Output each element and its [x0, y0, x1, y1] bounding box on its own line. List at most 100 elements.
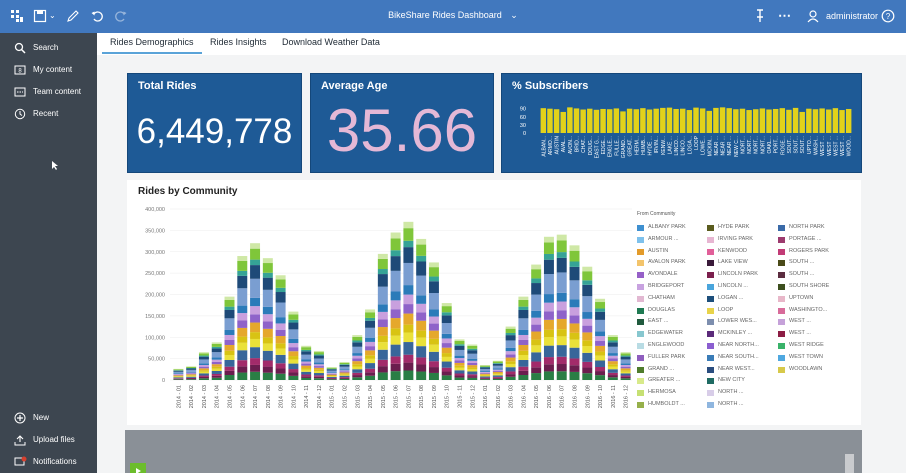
legend-label: WEST RIDGE	[789, 342, 824, 348]
bar-segment	[211, 352, 222, 358]
bar-segment	[198, 371, 209, 374]
kpi-average-age[interactable]: Average Age 35.66	[310, 73, 494, 173]
bar-segment	[301, 365, 312, 369]
bar-segment	[390, 238, 401, 251]
bar-segment	[224, 296, 235, 300]
nav-recent[interactable]: Recent	[0, 106, 97, 124]
rides-by-community-panel[interactable]: Rides by Community	[127, 180, 861, 425]
bar-segment	[531, 373, 542, 380]
bar-segment	[198, 378, 209, 380]
bar-segment	[416, 312, 427, 321]
bar-segment	[326, 369, 337, 371]
bar-segment	[365, 317, 376, 321]
bar-segment	[569, 365, 580, 372]
bar-segment	[543, 236, 554, 243]
svg-text:?: ?	[886, 12, 891, 21]
tab-rides-insights[interactable]: Rides Insights	[210, 37, 267, 47]
timeline-slider[interactable]	[125, 430, 862, 473]
bar-segment	[390, 363, 401, 372]
legend-label: IRVING PARK	[718, 235, 753, 242]
kpi-total-rides[interactable]: Total Rides 6,449,778	[127, 73, 302, 173]
bar-segment	[492, 361, 503, 364]
legend-swatch	[637, 307, 644, 314]
legend-swatch	[778, 284, 785, 290]
bar-segment	[480, 371, 491, 372]
help-icon[interactable]: ?	[881, 9, 895, 26]
bar-segment	[403, 294, 414, 305]
bar-segment	[582, 340, 593, 347]
bar-segment	[480, 378, 491, 380]
pin-icon[interactable]	[754, 9, 766, 26]
bar-segment	[505, 357, 516, 362]
bar-segment	[441, 371, 452, 376]
undo-icon[interactable]	[90, 9, 104, 26]
bar-segment	[288, 343, 299, 348]
bar-segment	[582, 346, 593, 353]
legend-label: WEST TOWN	[789, 353, 823, 360]
play-button[interactable]	[130, 463, 146, 473]
timeline-scrollbar[interactable]	[845, 454, 854, 473]
nav-my-content[interactable]: 8 My content	[0, 62, 97, 80]
dashboard-title[interactable]: BikeShare Rides Dashboard ⌄	[0, 10, 906, 21]
save-icon[interactable]	[33, 9, 47, 26]
nav-new[interactable]: New	[0, 410, 97, 428]
user-name[interactable]: administrator	[826, 11, 879, 21]
bar-segment	[288, 322, 299, 330]
more-options-icon[interactable]: ⋯	[778, 8, 791, 23]
bar-segment	[365, 372, 376, 376]
redo-icon[interactable]	[114, 9, 128, 26]
tab-rides-demographics[interactable]: Rides Demographics	[110, 37, 194, 47]
nav-upload-files[interactable]: Upload files	[0, 432, 97, 450]
legend-label: LOGAN ...	[718, 294, 744, 301]
bar-segment	[262, 263, 273, 273]
bar-segment	[556, 240, 567, 253]
x-tick-label: WEST ...	[833, 136, 839, 156]
legend-swatch	[707, 319, 714, 326]
chevron-down-icon[interactable]: ⌄	[49, 11, 56, 20]
bar-segment	[377, 304, 388, 312]
bar-segment	[607, 353, 618, 356]
kpi-subscribers[interactable]: % Subscribers 90 60 30 0 ALBAN... ARMO... AUST…	[501, 73, 862, 173]
legend-swatch	[707, 225, 714, 231]
legend-swatch	[707, 402, 714, 408]
subscriber-bar	[746, 110, 752, 133]
y-tick-label: 90	[520, 107, 526, 113]
bar-segment	[569, 358, 580, 366]
bar-segment	[454, 377, 465, 380]
x-tick-label: PORT...	[774, 136, 780, 153]
nav-team-content[interactable]: Team content	[0, 84, 97, 102]
x-tick-label: 2016 - 03	[509, 385, 515, 408]
legend-swatch	[778, 319, 785, 326]
legend-swatch	[707, 378, 714, 385]
svg-text:8: 8	[18, 69, 22, 75]
app-switcher-icon[interactable]	[10, 9, 24, 26]
legend-swatch	[778, 366, 785, 373]
y-tick-label: 0	[162, 378, 165, 384]
bar-segment	[518, 366, 529, 371]
bar-segment	[467, 374, 478, 377]
bar-segment	[441, 361, 452, 368]
bar-segment	[543, 311, 554, 320]
tab-download-weather-data[interactable]: Download Weather Data	[282, 37, 380, 47]
bar-segment	[492, 363, 503, 364]
bar-segment	[301, 347, 312, 350]
bar-segment	[416, 275, 427, 296]
bar-segment	[262, 343, 273, 351]
legend-swatch	[778, 236, 785, 243]
bar-segment	[531, 345, 542, 353]
legend-label: UPTOWN	[789, 294, 814, 301]
nav-search[interactable]: Search	[0, 40, 97, 58]
legend-swatch	[707, 366, 714, 373]
bar-segment	[288, 372, 299, 376]
nav-notifications[interactable]: Notifications	[0, 454, 97, 472]
user-avatar-icon[interactable]	[806, 9, 820, 26]
bar-segment	[250, 332, 261, 339]
bar-segment	[467, 369, 478, 372]
bar-segment	[390, 371, 401, 380]
edit-pencil-icon[interactable]	[66, 9, 80, 26]
bar-segment	[569, 250, 580, 262]
legend-label: ARMOUR ...	[648, 235, 679, 242]
bar-segment	[428, 293, 439, 310]
bar-segment	[275, 292, 286, 303]
bar-segment	[262, 328, 273, 338]
